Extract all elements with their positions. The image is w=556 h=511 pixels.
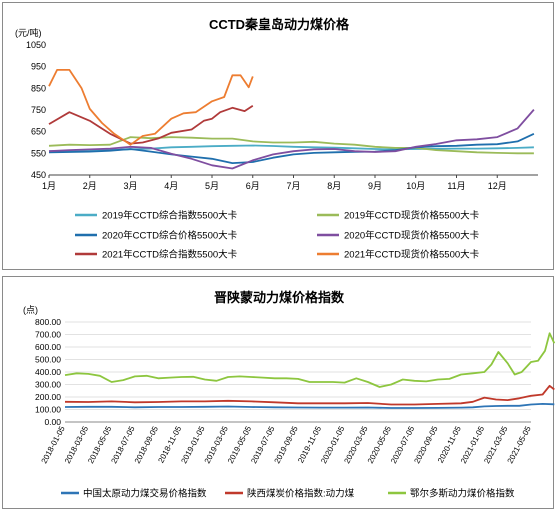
- y-tick-label: 750: [31, 105, 46, 115]
- series-line-2: [64, 384, 555, 406]
- y-tick-label: 700.00: [35, 330, 61, 340]
- chart-title: CCTD秦皇岛动力煤价格: [209, 17, 350, 32]
- x-tick-label: 1月: [42, 181, 56, 191]
- legend-label-1: 中国太原动力煤交易价格指数: [83, 488, 207, 500]
- x-tick-label: 2020-11-05: [436, 424, 463, 464]
- y-tick-label: 100.00: [35, 405, 61, 415]
- legend-label-4: 2020年CCTD现货价格5500大卡: [344, 230, 480, 242]
- series-line-5: [48, 104, 254, 145]
- y-axis-unit: (元/吨): [15, 27, 42, 38]
- y-tick-label: 300.00: [35, 380, 61, 390]
- legend-label-2: 陕西煤炭价格指数:动力煤: [247, 488, 355, 500]
- x-tick-label: 2019-11-05: [296, 424, 323, 464]
- chart-title: 晋陕蒙动力煤价格指数: [214, 290, 345, 305]
- series-line-2: [48, 136, 534, 155]
- y-tick-label: 550: [31, 148, 46, 158]
- y-tick-label: 200.00: [35, 392, 61, 402]
- y-tick-label: 950: [31, 62, 46, 72]
- jsm-chart: 晋陕蒙动力煤价格指数 (点) 0.00 100.00 200.00 300.00 400.0…: [23, 290, 555, 500]
- y-tick-label: 600.00: [35, 342, 61, 352]
- x-tick-label: 2018-11-05: [156, 424, 183, 464]
- legend-label-1: 2019年CCTD综合指数5500大卡: [102, 210, 238, 222]
- x-tick-label: 12月: [488, 181, 507, 191]
- x-tick-label: 4月: [164, 181, 178, 191]
- y-tick-label: 450: [31, 170, 46, 180]
- legend-label-6: 2021年CCTD现货价格5500大卡: [344, 249, 480, 261]
- y-tick-label: 0.00: [44, 417, 61, 427]
- legend-label-3: 2020年CCTD综合价格5500大卡: [102, 230, 238, 242]
- x-tick-label: 5月: [205, 181, 219, 191]
- jsm-chart-panel: 晋陕蒙动力煤价格指数 (点) 0.00 100.00 200.00 300.00 400.0…: [2, 276, 555, 509]
- y-tick-label: 400.00: [35, 367, 61, 377]
- x-tick-label: 2021-05-05: [506, 424, 533, 465]
- y-tick-label: 650: [31, 127, 46, 137]
- legend-label-5: 2021年CCTD综合指数5500大卡: [102, 249, 238, 261]
- y-axis-unit: (点): [23, 305, 38, 315]
- legend-label-2: 2019年CCTD现货价格5500大卡: [344, 210, 480, 222]
- series-line-3: [48, 132, 535, 165]
- y-tick-label: 1050: [26, 40, 46, 50]
- y-tick-label: 850: [31, 83, 46, 93]
- x-tick-label: 11月: [447, 181, 465, 191]
- legend-label-3: 鄂尔多斯动力煤价格指数: [410, 488, 515, 500]
- y-tick-label: 800.00: [35, 317, 61, 327]
- series-line-1: [64, 403, 555, 409]
- series-line-6: [48, 69, 254, 146]
- cctd-chart-panel: CCTD秦皇岛动力煤价格 (元/吨) 450 550 650 750 850 950 1050 1…: [2, 2, 554, 270]
- y-tick-label: 500.00: [35, 355, 61, 365]
- x-tick-label: 6月: [246, 181, 260, 191]
- x-tick-label: 2月: [83, 181, 97, 191]
- x-tick-label: 3月: [123, 181, 137, 191]
- x-tick-label: 8月: [327, 181, 341, 191]
- x-tick-label: 10月: [406, 181, 425, 191]
- series-line-3: [64, 332, 555, 388]
- x-tick-label: 7月: [286, 181, 300, 191]
- cctd-chart: CCTD秦皇岛动力煤价格 (元/吨) 450 550 650 750 850 950 1050 1…: [15, 17, 538, 261]
- series-line-4: [48, 109, 535, 170]
- x-tick-label: 9月: [368, 181, 382, 191]
